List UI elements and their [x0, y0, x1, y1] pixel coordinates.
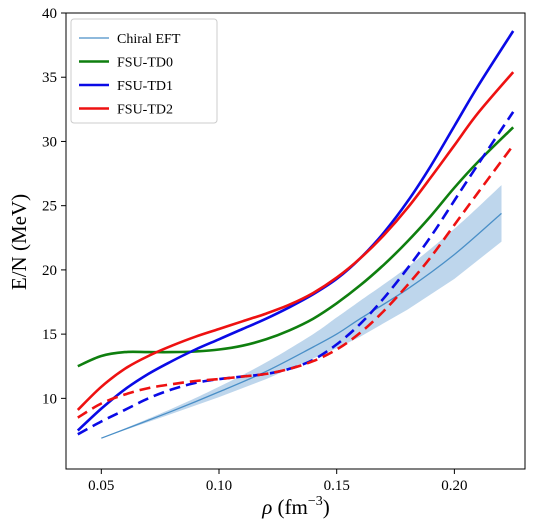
- chiral-eft-band: [101, 185, 502, 439]
- y-tick-label: 20: [42, 263, 57, 279]
- plot-frame: [65, 12, 526, 470]
- y-tick-label: 10: [42, 391, 57, 407]
- x-tick-label: 0.10: [206, 478, 232, 494]
- legend-label-chiral-eft: Chiral EFT: [117, 32, 181, 47]
- y-tick-label: 30: [42, 134, 57, 150]
- legend-box: [70, 18, 218, 124]
- series-line-dashed-series-5: [77, 144, 515, 419]
- legend-label-fsu-td0: FSU-TD0: [117, 56, 173, 71]
- series-line-fsu-td0: [77, 126, 515, 368]
- legend: Chiral EFT FSU-TD0 FSU-TD1 FSU-TD2: [70, 18, 218, 124]
- x-axis-label: ρ (fm−3): [261, 494, 330, 519]
- x-tick-label: 0.05: [88, 478, 114, 494]
- x-tick-label: 0.20: [441, 478, 467, 494]
- y-axis-label: E/N (MeV): [7, 194, 31, 290]
- y-tick-label: 25: [42, 199, 57, 215]
- y-tick-label: 35: [42, 70, 57, 86]
- y-tick-label: 40: [42, 6, 57, 22]
- y-tick-label: 15: [42, 327, 57, 343]
- legend-label-fsu-td1: FSU-TD1: [117, 79, 173, 94]
- series-line-fsu-td1: [76, 30, 515, 432]
- series-line-chiral-eft: [101, 212, 502, 439]
- series-line-dashed-series-4: [77, 111, 515, 436]
- x-tick-label: 0.15: [324, 478, 350, 494]
- series-line-fsu-td2: [76, 71, 515, 411]
- legend-label-fsu-td2: FSU-TD2: [117, 103, 173, 118]
